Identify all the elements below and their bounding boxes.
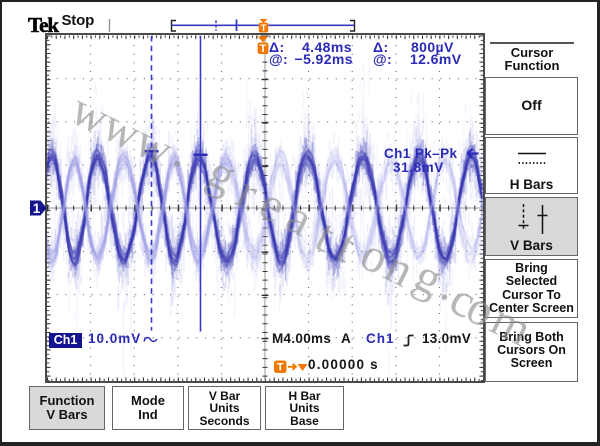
svg-text:1: 1	[33, 201, 41, 216]
svg-text:T: T	[277, 362, 284, 374]
svg-text:T: T	[260, 43, 267, 55]
svg-text:T: T	[261, 23, 267, 33]
